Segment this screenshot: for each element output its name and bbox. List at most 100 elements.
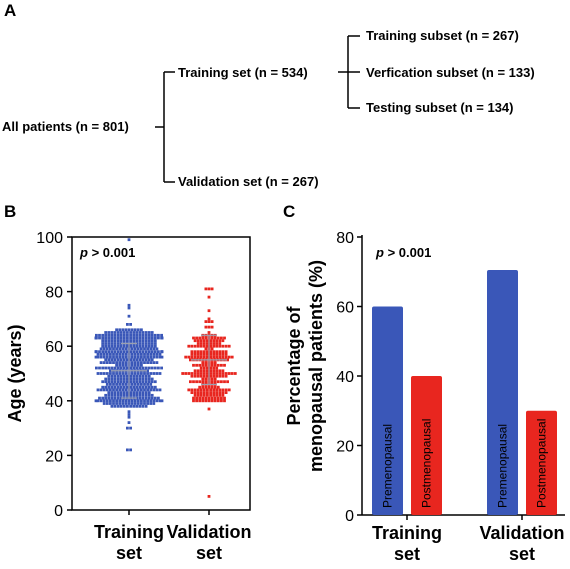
tree-testing-subset: Testing subset (n = 134) bbox=[366, 100, 514, 115]
scatter-point bbox=[220, 363, 223, 367]
scatter-point bbox=[199, 355, 203, 359]
x-category-label: set bbox=[394, 544, 420, 564]
scatter-point bbox=[226, 358, 229, 362]
scatter-point bbox=[144, 344, 148, 348]
scatter-point bbox=[118, 353, 122, 356]
scatter-point bbox=[215, 355, 219, 359]
scatter-point bbox=[102, 361, 106, 364]
scatter-point bbox=[190, 350, 194, 354]
scatter-point bbox=[107, 377, 111, 381]
scatter-point bbox=[216, 336, 220, 340]
scatter-point bbox=[207, 287, 211, 291]
scatter-point bbox=[147, 339, 151, 343]
scatter-point bbox=[124, 328, 128, 332]
scatter-point bbox=[115, 402, 118, 405]
scatter-point bbox=[206, 393, 209, 397]
scatter-point bbox=[122, 344, 126, 348]
scatter-point bbox=[130, 328, 134, 332]
scatter-point bbox=[198, 396, 202, 400]
scatter-point bbox=[196, 355, 200, 359]
scatter-point bbox=[150, 385, 154, 389]
scatter-point bbox=[119, 358, 123, 362]
scatter-point bbox=[193, 391, 197, 394]
scatter-point bbox=[204, 325, 208, 329]
scatter-point bbox=[193, 393, 197, 397]
scatter-point bbox=[118, 355, 122, 359]
scatter-point bbox=[141, 344, 145, 348]
scatter-point bbox=[158, 355, 162, 359]
scatter-point bbox=[207, 407, 211, 411]
scatter-point bbox=[220, 336, 223, 340]
scatter-point bbox=[152, 399, 156, 403]
scatter-point bbox=[115, 353, 118, 356]
scatter-point bbox=[209, 353, 212, 356]
scatter-point bbox=[209, 374, 212, 378]
scatter-point bbox=[122, 331, 126, 334]
scatter-point bbox=[210, 377, 214, 381]
scatter-point bbox=[140, 355, 143, 359]
scatter-point bbox=[129, 333, 132, 337]
scatter-point bbox=[109, 383, 112, 386]
scatter-point bbox=[196, 344, 200, 348]
scatter-point bbox=[209, 393, 212, 397]
scatter-point bbox=[209, 372, 212, 375]
scatter-point bbox=[113, 380, 117, 384]
scatter-point bbox=[130, 372, 134, 375]
scatter-point bbox=[122, 366, 126, 370]
scatter-point bbox=[221, 391, 225, 394]
scatter-point bbox=[135, 374, 139, 378]
scatter-point bbox=[126, 350, 129, 354]
scatter-point bbox=[96, 399, 100, 403]
scatter-point bbox=[124, 388, 128, 392]
panel-c: C 0 20 40 60 80 Percentage of menopausal patie… bbox=[283, 202, 565, 564]
scatter-point bbox=[132, 393, 136, 397]
scatter-point bbox=[140, 399, 143, 403]
scatter-point bbox=[221, 372, 225, 375]
scatter-point bbox=[202, 344, 206, 348]
scatter-point bbox=[136, 328, 140, 332]
scatter-point bbox=[99, 388, 103, 392]
scatter-point bbox=[202, 369, 206, 373]
scatter-point bbox=[132, 336, 136, 340]
scatter-point bbox=[110, 393, 114, 397]
scatter-point bbox=[104, 350, 108, 354]
scatter-point bbox=[102, 355, 106, 359]
scatter-point bbox=[212, 372, 216, 375]
scatter-point bbox=[215, 372, 219, 375]
scatter-point bbox=[213, 385, 217, 389]
scatter-point bbox=[213, 396, 217, 400]
scatter-point bbox=[141, 377, 145, 381]
scatter-point bbox=[198, 336, 202, 340]
scatter-point bbox=[199, 374, 203, 378]
scatter-point bbox=[109, 361, 112, 364]
scatter-point bbox=[210, 399, 214, 403]
scatter-point bbox=[121, 383, 125, 386]
scatter-point bbox=[160, 399, 164, 403]
scatter-point bbox=[146, 355, 149, 359]
scatter-point bbox=[150, 396, 154, 400]
scatter-point bbox=[101, 336, 105, 340]
scatter-point bbox=[212, 344, 216, 348]
scatter-point bbox=[132, 339, 136, 343]
scatter-point bbox=[124, 347, 128, 351]
scatter-point bbox=[113, 385, 117, 389]
scatter-point bbox=[132, 333, 136, 337]
scatter-point bbox=[204, 363, 208, 367]
scatter-point bbox=[112, 388, 115, 392]
scatter-point bbox=[107, 342, 111, 345]
scatter-series-training bbox=[94, 238, 164, 452]
scatter-point bbox=[141, 339, 145, 343]
scatter-point bbox=[129, 448, 132, 452]
scatter-point bbox=[221, 393, 225, 397]
scatter-point bbox=[124, 383, 128, 386]
scatter-point bbox=[210, 347, 214, 351]
scatter-point bbox=[110, 358, 114, 362]
scatter-point bbox=[110, 339, 114, 343]
scatter-point bbox=[147, 344, 151, 348]
scatter-point bbox=[127, 399, 131, 403]
scatter-point bbox=[121, 353, 125, 356]
scatter-point bbox=[104, 339, 108, 343]
scatter-point bbox=[115, 383, 118, 386]
scatter-point bbox=[135, 366, 139, 370]
scatter-point bbox=[189, 380, 192, 384]
